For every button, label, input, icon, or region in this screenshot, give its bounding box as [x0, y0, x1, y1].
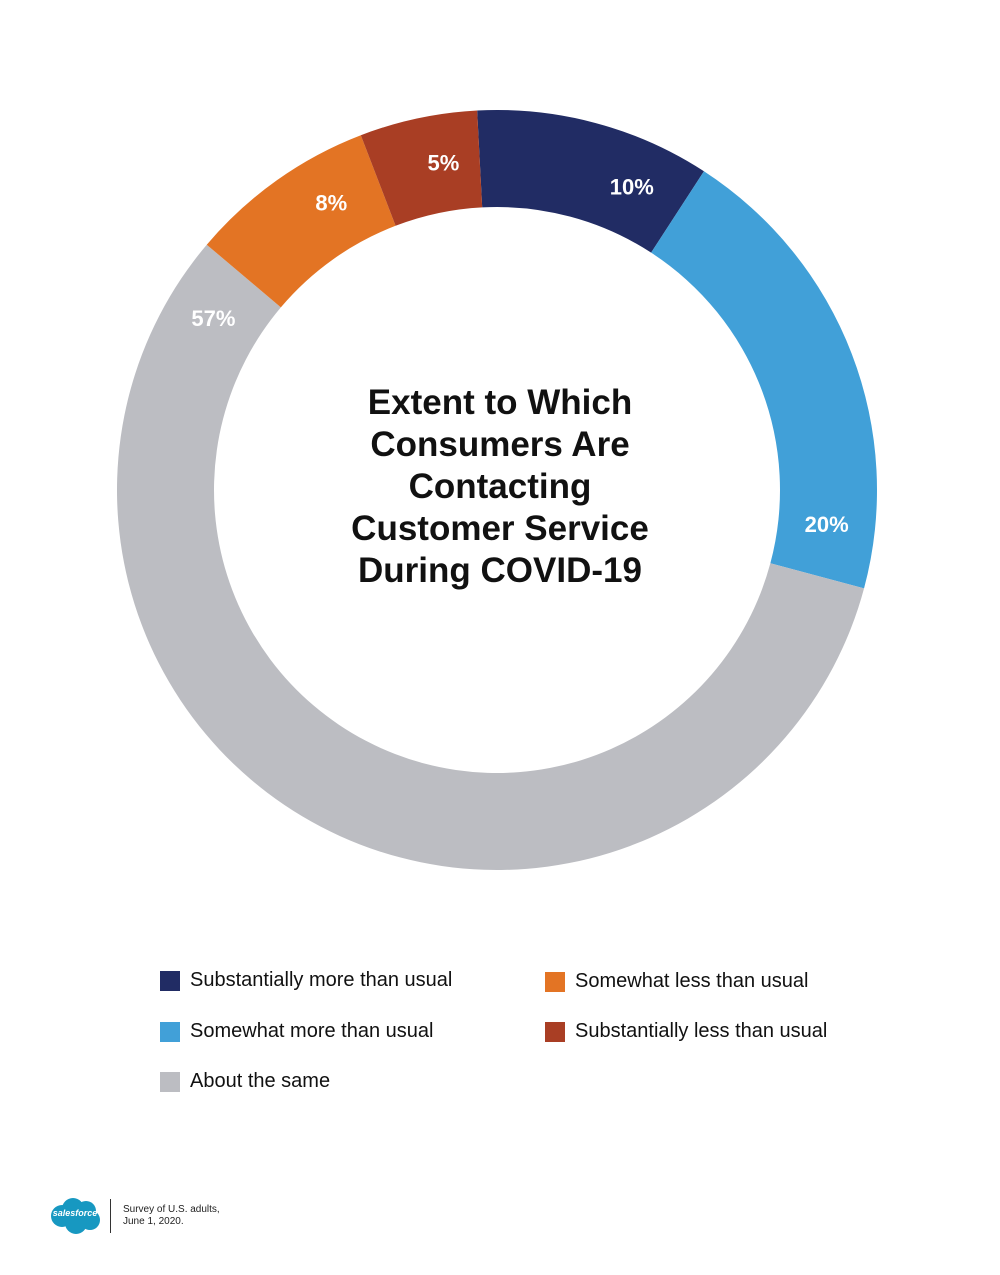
title-line-4: Customer Service	[351, 509, 649, 548]
data-label-somewhat-more: 20%	[805, 512, 849, 537]
legend-swatch	[160, 970, 180, 991]
data-label-substantially-more: 10%	[610, 175, 654, 200]
footer-note: Survey of U.S. adults, June 1, 2020.	[123, 1204, 220, 1228]
legend-swatch	[545, 971, 565, 992]
legend-label: About the same	[190, 1070, 331, 1092]
logo-text: salesforce	[52, 1208, 98, 1218]
data-label-substantially-less: 5%	[428, 150, 460, 175]
slice-about-the-same	[117, 244, 865, 870]
legend-swatch	[160, 1021, 180, 1042]
data-label-somewhat-less: 8%	[315, 190, 347, 215]
chart-legend: Substantially more than usual Somewhat m…	[160, 969, 827, 1093]
chart-title: Extent to Which Consumers Are Contacting…	[330, 382, 670, 592]
legend-label: Substantially less than usual	[575, 1020, 828, 1042]
legend-swatch	[545, 1021, 565, 1042]
legend-item-somewhat-more: Somewhat more than usual	[160, 1020, 433, 1043]
cloud-icon	[51, 1198, 100, 1234]
footer-note-line-1: Survey of U.S. adults,	[123, 1204, 220, 1215]
footer-note-line-2: June 1, 2020.	[123, 1216, 184, 1227]
slice-substantially-less	[360, 110, 483, 226]
legend-item-about-the-same: About the same	[160, 1070, 330, 1093]
slice-substantially-more	[477, 110, 704, 253]
legend-swatch	[160, 1071, 180, 1092]
slice-somewhat-more	[651, 171, 877, 589]
donut-chart: 10% 20% 57% 8% 5% Extent to Which Consumers …	[117, 110, 877, 870]
legend-label: Somewhat less than usual	[575, 970, 809, 992]
legend-item-substantially-less: Substantially less than usual	[545, 1020, 827, 1043]
slice-somewhat-less	[206, 135, 396, 308]
footer-divider	[110, 1199, 111, 1233]
salesforce-logo: salesforce	[48, 1196, 102, 1236]
title-line-5: During COVID-19	[358, 551, 642, 590]
legend-item-somewhat-less: Somewhat less than usual	[545, 970, 808, 993]
donut-svg: 10% 20% 57% 8% 5%	[117, 110, 877, 870]
legend-label: Substantially more than usual	[190, 969, 453, 991]
data-label-about-the-same: 57%	[191, 306, 235, 331]
legend-item-substantially-more: Substantially more than usual	[160, 969, 452, 992]
legend-label: Somewhat more than usual	[190, 1020, 434, 1042]
title-line-1: Extent to Which	[367, 383, 633, 422]
title-line-2: Consumers Are	[370, 425, 630, 464]
title-line-3: Contacting	[408, 467, 592, 506]
footer: salesforce Survey of U.S. adults, June 1…	[48, 1196, 220, 1236]
